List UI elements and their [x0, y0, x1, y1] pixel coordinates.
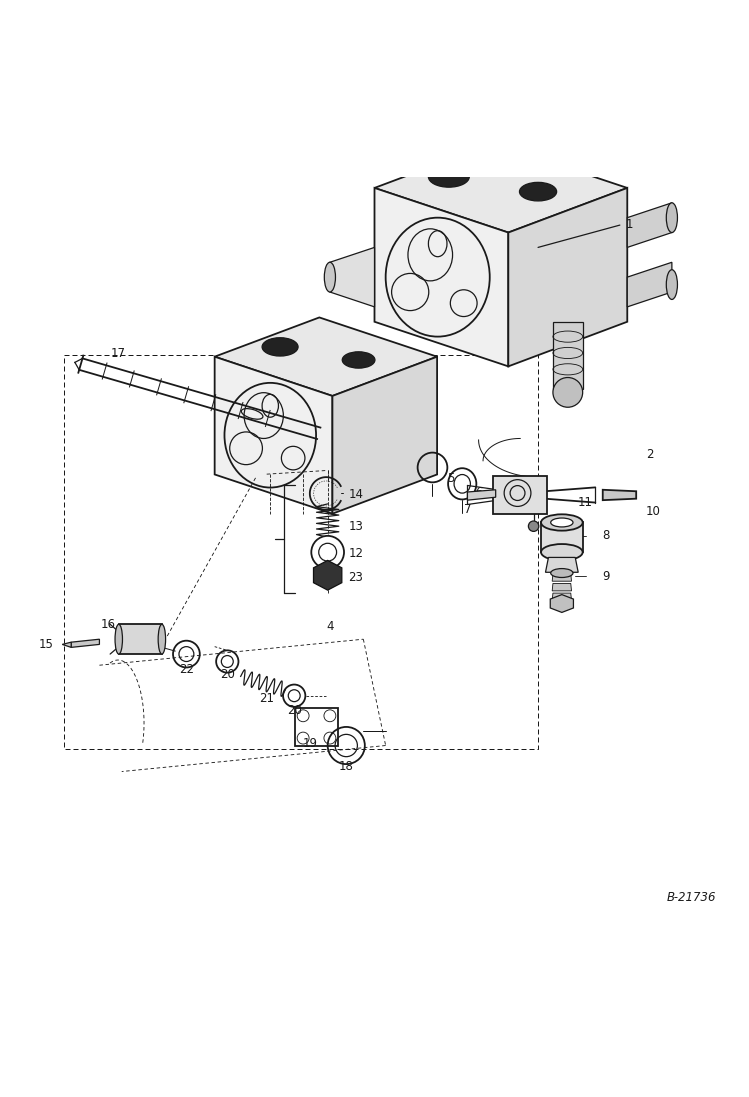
Text: 20: 20 [287, 704, 302, 717]
Polygon shape [374, 188, 509, 366]
Text: 10: 10 [646, 505, 661, 518]
Text: 5: 5 [447, 472, 455, 485]
Text: 15: 15 [38, 637, 53, 651]
Text: 23: 23 [348, 572, 363, 584]
Polygon shape [330, 248, 374, 307]
Ellipse shape [541, 544, 583, 561]
Ellipse shape [541, 514, 583, 531]
Text: 11: 11 [577, 496, 592, 509]
Polygon shape [467, 489, 496, 500]
Polygon shape [552, 584, 571, 591]
Polygon shape [545, 557, 578, 573]
Polygon shape [509, 188, 627, 366]
Ellipse shape [667, 270, 677, 299]
Circle shape [553, 377, 583, 407]
Ellipse shape [551, 568, 573, 577]
Text: 7: 7 [464, 502, 471, 516]
Ellipse shape [520, 182, 557, 201]
Polygon shape [627, 203, 672, 248]
Polygon shape [541, 522, 583, 552]
Polygon shape [553, 321, 583, 388]
Circle shape [528, 521, 539, 531]
Polygon shape [494, 476, 547, 514]
Ellipse shape [342, 352, 375, 369]
Polygon shape [603, 489, 636, 500]
Polygon shape [551, 595, 574, 612]
Polygon shape [71, 640, 100, 647]
Text: 18: 18 [339, 760, 354, 772]
Text: 4: 4 [326, 620, 333, 633]
Polygon shape [215, 317, 437, 396]
Text: 17: 17 [111, 348, 126, 360]
Text: 2: 2 [646, 449, 653, 462]
Text: 16: 16 [101, 618, 116, 631]
Ellipse shape [667, 203, 677, 233]
Polygon shape [552, 574, 571, 581]
Polygon shape [627, 262, 672, 307]
Polygon shape [62, 642, 71, 647]
Text: 12: 12 [348, 547, 363, 561]
Text: 21: 21 [259, 692, 274, 705]
Ellipse shape [158, 624, 166, 654]
Text: 6: 6 [475, 486, 482, 499]
Polygon shape [314, 561, 342, 590]
Text: 1: 1 [625, 218, 634, 230]
Text: 20: 20 [220, 668, 234, 681]
Text: 22: 22 [179, 664, 194, 676]
Polygon shape [552, 593, 571, 600]
Polygon shape [374, 144, 627, 233]
Text: 19: 19 [303, 737, 318, 749]
Ellipse shape [262, 338, 298, 357]
Polygon shape [119, 624, 162, 654]
Text: B-21736: B-21736 [667, 891, 717, 904]
Text: 13: 13 [348, 520, 363, 533]
Ellipse shape [324, 262, 336, 292]
Circle shape [312, 535, 344, 568]
Ellipse shape [428, 167, 470, 188]
Circle shape [319, 543, 336, 562]
Polygon shape [333, 357, 437, 513]
Polygon shape [215, 357, 333, 513]
Text: 14: 14 [348, 488, 363, 501]
Text: 8: 8 [603, 530, 610, 542]
Text: 9: 9 [603, 569, 610, 583]
Ellipse shape [551, 518, 573, 527]
Ellipse shape [115, 624, 123, 654]
